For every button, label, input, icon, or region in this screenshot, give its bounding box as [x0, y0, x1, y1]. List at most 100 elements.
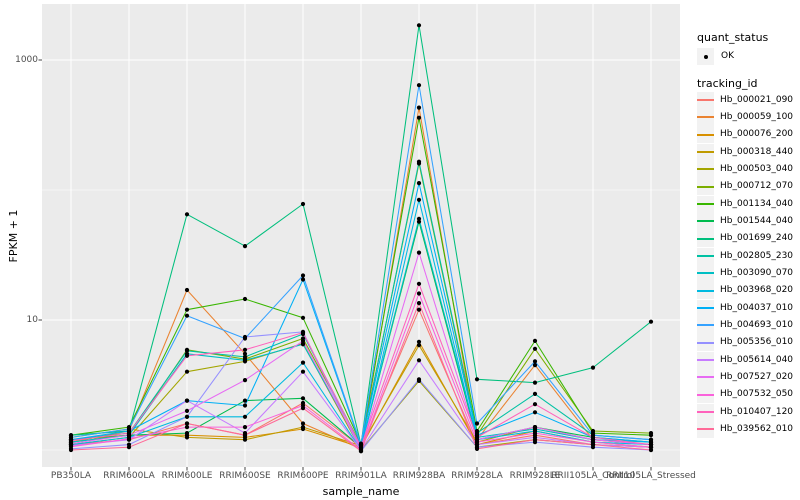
x-tick-label-3: RRIM600SE [219, 471, 271, 481]
data-point-Hb_000059_100-8 [532, 363, 538, 368]
data-point-Hb_001134_040-8 [532, 338, 538, 343]
data-point-Hb_039562_010-3 [242, 433, 248, 438]
data-point-Hb_039562_010-5 [358, 449, 364, 454]
legend-line-swatch-icon [697, 237, 714, 240]
data-point-Hb_003090_070-3 [242, 358, 248, 363]
legend-key-Hb_003090_070 [697, 264, 714, 282]
data-point-Hb_000318_440-6 [416, 343, 422, 348]
legend-key-Hb_005356_010 [697, 334, 714, 352]
legend-key-Hb_001544_040 [697, 212, 714, 230]
data-point-Hb_039562_010-4 [300, 406, 306, 411]
legend-line-swatch-icon [697, 289, 714, 292]
data-point-Hb_007527_020-0 [68, 441, 74, 446]
legend-line-swatch-icon [697, 324, 714, 327]
data-point-Hb_002805_230-6 [416, 159, 422, 164]
data-point-Hb_007527_020-3 [242, 378, 248, 383]
legend-label-Hb_000021_090: Hb_000021_090 [720, 94, 794, 105]
legend-key-Hb_000712_070 [697, 178, 714, 196]
x-tick-label-5: RRIM901LA [335, 471, 387, 481]
data-point-Hb_039562_010-2 [184, 421, 190, 426]
legend-line-swatch-icon [697, 272, 714, 275]
legend-line-swatch-icon [697, 99, 714, 101]
data-point-Hb_007532_050-0 [68, 444, 74, 449]
data-point-Hb_000059_100-3 [242, 351, 248, 356]
legend-key-Hb_007527_020 [697, 368, 714, 386]
legend-label-Hb_000503_040: Hb_000503_040 [720, 163, 794, 174]
data-point-Hb_010407_120-10 [648, 442, 654, 447]
legend-label-Hb_002805_230: Hb_002805_230 [720, 250, 794, 261]
data-point-Hb_007527_020-6 [416, 250, 422, 255]
data-point-Hb_002805_230-3 [242, 354, 248, 359]
legend-label-Hb_001134_040: Hb_001134_040 [720, 198, 794, 209]
x-tick-label-2: RRIM600LE [161, 471, 213, 481]
data-point-Hb_007532_050-6 [416, 291, 422, 296]
legend-line-swatch-icon [697, 428, 714, 431]
data-point-Hb_003090_070-4 [300, 342, 306, 347]
data-point-Hb_000021_090-6 [416, 307, 422, 312]
legend-label-Hb_001544_040: Hb_001544_040 [720, 215, 794, 226]
data-point-Hb_010407_120-8 [532, 402, 538, 407]
legend-line-swatch-icon [697, 376, 714, 379]
legend-line-swatch-icon [697, 393, 714, 396]
data-point-Hb_007532_050-2 [184, 425, 190, 430]
data-point-Hb_001699_240-8 [532, 380, 538, 385]
legend-key-Hb_002805_230 [697, 247, 714, 265]
data-point-Hb_001134_040-4 [300, 315, 306, 320]
data-point-Hb_004693_010-4 [300, 273, 306, 278]
legend-label-Hb_000712_070: Hb_000712_070 [720, 181, 794, 192]
legend-line-swatch-icon [697, 203, 714, 206]
data-point-Hb_004693_010-6 [416, 83, 422, 88]
data-point-Hb_001134_040-3 [242, 296, 248, 302]
legend-label-Hb_005356_010: Hb_005356_010 [720, 337, 794, 348]
data-point-Hb_039562_010-8 [532, 437, 538, 442]
legend-label-Hb_001699_240: Hb_001699_240 [720, 233, 794, 244]
legend-label-Hb_000076_200: Hb_000076_200 [720, 129, 794, 140]
legend-line-swatch-icon [697, 411, 714, 414]
legend-line-swatch-icon [697, 185, 714, 188]
data-point-Hb_000059_100-4 [300, 421, 306, 426]
data-point-Hb_001699_240-4 [300, 201, 306, 207]
legend-line-swatch-icon [697, 255, 714, 258]
data-point-Hb_004037_010-3 [242, 403, 248, 408]
data-point-Hb_005614_040-2 [184, 398, 190, 403]
legend-label-Hb_000059_100: Hb_000059_100 [720, 111, 794, 122]
data-point-Hb_007527_020-4 [300, 338, 306, 343]
data-point-Hb_039562_010-1 [126, 445, 132, 450]
x-tick-label-8: RRIM928LE [509, 471, 561, 481]
data-point-Hb_000318_440-3 [242, 437, 248, 442]
legend-key-Hb_000076_200 [697, 126, 714, 144]
data-point-Hb_000318_440-2 [184, 435, 190, 440]
legend-line-swatch-icon [697, 133, 714, 136]
data-point-Hb_007527_020-2 [184, 408, 190, 413]
legend-key-Hb_004037_010 [697, 299, 714, 317]
legend-label-Hb_004037_010: Hb_004037_010 [720, 302, 794, 313]
data-point-Hb_039562_010-9 [590, 442, 596, 447]
data-point-Hb_010407_120-9 [590, 435, 596, 440]
data-point-Hb_039562_010-10 [648, 447, 654, 453]
data-point-Hb_001699_240-10 [648, 319, 654, 324]
legend-key-Hb_000021_090 [697, 91, 714, 109]
data-point-Hb_000712_070-8 [532, 346, 538, 351]
x-tick-label-1: RRIM600LA [103, 471, 155, 481]
data-point-Hb_004693_010-2 [184, 313, 190, 318]
legend-line-swatch-icon [697, 359, 714, 362]
legend-label-Hb_003968_020: Hb_003968_020 [720, 285, 794, 296]
y-tick-label-10: 10 [26, 314, 38, 325]
data-point-Hb_004693_010-7 [474, 421, 480, 426]
legend-label-ok: OK [721, 51, 734, 61]
legend-key-Hb_000059_100 [697, 108, 714, 126]
legend: quant_status OK tracking_id Hb_000021_09… [697, 0, 800, 500]
x-tick-label-0: PB350LA [50, 471, 92, 481]
data-point-Hb_002805_230-8 [532, 391, 538, 396]
legend-key-Hb_039562_010 [697, 420, 714, 438]
data-point-Hb_000318_440-4 [300, 425, 306, 430]
data-point-Hb_000076_200-6 [416, 339, 422, 344]
data-point-Hb_000503_040-2 [184, 369, 190, 374]
x-tick-label-4: RRIM600PE [277, 471, 329, 481]
legend-key-Hb_000503_040 [697, 160, 714, 178]
data-point-Hb_010407_120-3 [242, 347, 248, 352]
data-point-Hb_010407_120-7 [474, 435, 480, 440]
data-point-Hb_004693_010-1 [126, 426, 132, 432]
data-point-Hb_010407_120-5 [358, 444, 364, 449]
